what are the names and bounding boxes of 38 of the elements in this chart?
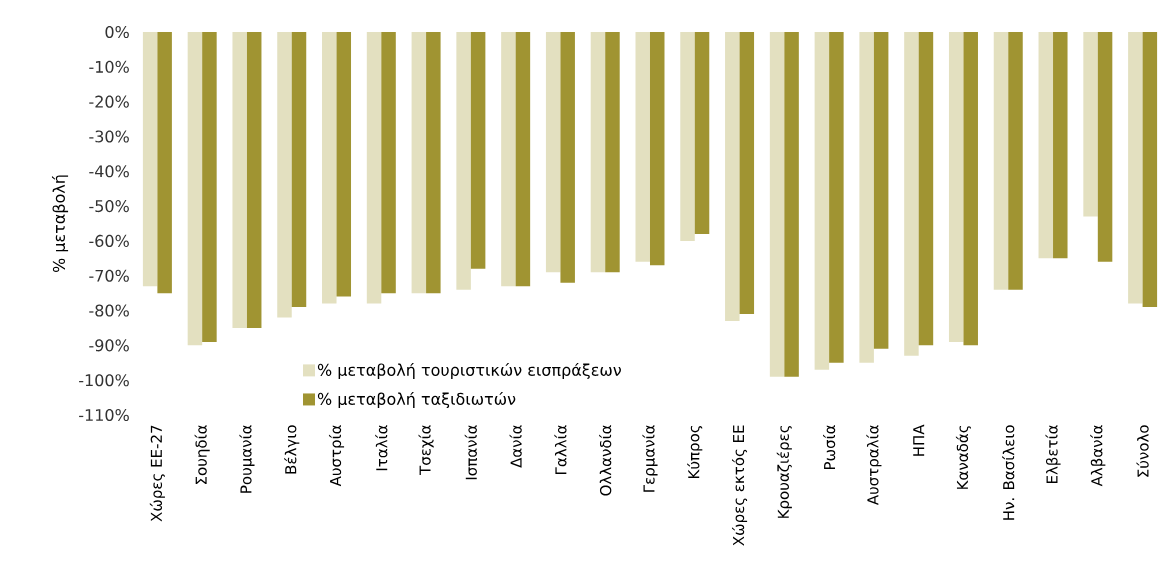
x-tick-label: Ολλανδία bbox=[599, 425, 612, 496]
y-tick-label: -70% bbox=[89, 269, 129, 282]
y-tick-label: -100% bbox=[79, 374, 129, 387]
y-tick-label: -10% bbox=[89, 60, 129, 73]
legend-label: % μεταβολή τουριστικών εισπράξεων bbox=[317, 362, 621, 380]
x-tick-label: Αυστρία bbox=[328, 425, 345, 487]
y-tick-label: -90% bbox=[89, 339, 129, 352]
y-tick-label: -30% bbox=[89, 130, 129, 143]
x-tick-label: Αυστραλία bbox=[866, 425, 882, 506]
x-tick-label: Ελβετία bbox=[1045, 425, 1061, 484]
x-tick-label: Ιταλία bbox=[375, 425, 388, 471]
x-tick-label: Βέλγιο bbox=[284, 425, 300, 474]
y-tick-label: -50% bbox=[89, 200, 129, 213]
x-tick-label: Κρουαζιέρες bbox=[776, 425, 792, 518]
x-tick-label: Ισπανία bbox=[464, 425, 477, 480]
y-tick-label: 0% bbox=[105, 25, 129, 39]
y-tick-label: -20% bbox=[89, 95, 129, 108]
y-tick-label: -110% bbox=[79, 408, 129, 422]
x-tick-label: Δανία bbox=[509, 425, 522, 468]
x-tick-label: Γερμανία bbox=[642, 425, 658, 492]
x-tick-label: Τσεχία bbox=[418, 425, 434, 475]
x-tick-label: Κύπρος bbox=[687, 425, 703, 479]
x-tick-label: Χώρες εκτός ΕΕ bbox=[731, 425, 748, 546]
y-tick-label: -80% bbox=[89, 304, 129, 317]
x-tick-label: Ρωσία bbox=[823, 425, 836, 470]
x-tick-label: Σουηδία bbox=[194, 425, 210, 484]
x-tick-label: Καναδάς bbox=[955, 425, 972, 489]
x-tick-label: ΗΠΑ bbox=[913, 424, 925, 456]
x-tick-label: Σύνολο bbox=[1136, 425, 1149, 477]
x-tick-label: Αλβανία bbox=[1090, 425, 1106, 487]
y-tick-label: -40% bbox=[89, 165, 129, 178]
x-tick-label: Ρουμανία bbox=[239, 425, 255, 493]
y-tick-label: -60% bbox=[89, 234, 129, 247]
x-tick-label: Χώρες ΕΕ-27 bbox=[149, 425, 165, 522]
x-tick-label: Ην. Βασίλειο bbox=[1002, 425, 1015, 520]
legend-label: % μεταβολή ταξιδιωτών bbox=[317, 391, 516, 409]
x-tick-label: Γαλλία bbox=[554, 425, 567, 474]
y-axis-title: % μεταβολή bbox=[51, 175, 69, 273]
